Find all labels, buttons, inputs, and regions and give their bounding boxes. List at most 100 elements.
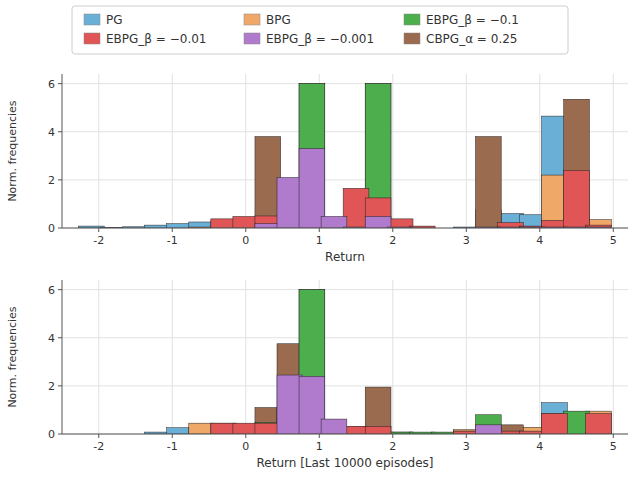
bar <box>321 216 347 228</box>
x-tick <box>466 434 467 438</box>
grid-line-x <box>613 74 614 228</box>
grid-line-x <box>539 280 540 434</box>
x-tick <box>172 228 173 232</box>
x-tick-label: 5 <box>610 440 617 453</box>
y-tick <box>58 228 62 229</box>
bar <box>475 415 501 434</box>
bar <box>365 426 391 434</box>
grid-line-y <box>62 83 628 84</box>
bar <box>542 414 568 434</box>
figure: PG BPG EBPG_β = −0.1 EBPG_β = −0.01 EBPG_β =… <box>0 0 640 480</box>
y-tick-label: 2 <box>48 380 55 393</box>
legend-label: PG <box>106 13 123 27</box>
x-tick <box>172 434 173 438</box>
bar <box>365 84 391 228</box>
y-axis-label: Norm. frequencies <box>6 100 19 201</box>
y-tick <box>58 434 62 435</box>
x-tick-label: -1 <box>167 440 178 453</box>
x-tick-label: -1 <box>167 234 178 247</box>
bar <box>365 387 391 434</box>
x-tick <box>539 228 540 232</box>
bars <box>79 84 612 228</box>
x-tick <box>98 228 99 232</box>
y-tick <box>58 337 62 338</box>
x-tick <box>613 228 614 232</box>
y-tick <box>58 385 62 386</box>
grid-line-x <box>392 74 393 228</box>
bar <box>564 99 590 228</box>
x-tick <box>392 228 393 232</box>
bar <box>365 84 391 228</box>
y-tick-label: 6 <box>48 284 55 297</box>
grid-line-x <box>245 280 246 434</box>
legend-swatch <box>244 14 260 25</box>
legend: PG BPG EBPG_β = −0.1 EBPG_β = −0.01 EBPG_β =… <box>72 6 568 54</box>
y-tick-label: 0 <box>48 222 55 235</box>
bar <box>365 426 391 434</box>
bar <box>586 414 612 434</box>
grid-line-x <box>98 74 99 228</box>
subplot: 0246-2-1012345ReturnNorm. frequencies <box>6 74 628 264</box>
legend-label: BPG <box>266 13 291 27</box>
bars <box>145 290 612 434</box>
y-axis-line <box>62 280 63 434</box>
x-axis-line <box>62 228 628 229</box>
legend-label: EBPG_β = −0.1 <box>426 13 519 27</box>
x-tick <box>392 434 393 438</box>
x-tick <box>466 228 467 232</box>
y-tick-label: 4 <box>48 126 55 139</box>
bar <box>321 419 347 434</box>
subplot: 0246-2-1012345Return [Last 10000 episode… <box>6 280 628 470</box>
grid-line-x <box>245 74 246 228</box>
y-tick <box>58 179 62 180</box>
bar <box>365 198 391 228</box>
legend-label: CBPG_α = 0.25 <box>426 32 517 46</box>
x-tick <box>319 228 320 232</box>
x-tick-label: 1 <box>316 234 323 247</box>
grid-line-y <box>62 434 628 435</box>
y-tick <box>58 289 62 290</box>
y-tick-label: 4 <box>48 332 55 345</box>
bar <box>299 84 325 228</box>
legend-label: EBPG_β = −0.001 <box>266 32 374 46</box>
grid-line-x <box>539 74 540 228</box>
grid-line-y <box>62 228 628 229</box>
y-axis-label: Norm. frequencies <box>6 306 19 407</box>
x-tick <box>613 434 614 438</box>
grid-line-y <box>62 337 628 338</box>
grid-line-x <box>466 74 467 228</box>
bar <box>586 411 612 434</box>
legend-swatch <box>84 33 100 44</box>
x-tick <box>319 434 320 438</box>
x-axis-label: Return [Last 10000 episodes] <box>257 456 434 470</box>
y-axis-line <box>62 74 63 228</box>
x-tick-label: 4 <box>536 440 543 453</box>
grid-line-x <box>172 74 173 228</box>
x-tick <box>245 434 246 438</box>
bar <box>299 290 325 434</box>
grid-line-x <box>613 280 614 434</box>
legend-swatch <box>404 33 420 44</box>
grid-line-y <box>62 289 628 290</box>
x-tick-label: 2 <box>389 234 396 247</box>
x-tick-label: 3 <box>463 234 470 247</box>
bar <box>542 414 568 434</box>
x-tick-label: 0 <box>242 440 249 453</box>
grid-line-x <box>172 280 173 434</box>
bar <box>299 149 325 228</box>
bar <box>564 170 590 228</box>
x-tick-label: -2 <box>93 234 104 247</box>
x-tick-label: 0 <box>242 234 249 247</box>
y-tick <box>58 83 62 84</box>
legend-swatch <box>244 33 260 44</box>
x-tick-label: 5 <box>610 234 617 247</box>
legend-label: EBPG_β = −0.01 <box>106 32 206 46</box>
legend-swatch <box>404 14 420 25</box>
x-tick-label: 2 <box>389 440 396 453</box>
y-tick-label: 0 <box>48 428 55 441</box>
legend-swatch <box>84 14 100 25</box>
x-tick-label: 4 <box>536 234 543 247</box>
bar <box>299 290 325 434</box>
x-tick-label: 1 <box>316 440 323 453</box>
bar <box>475 137 501 228</box>
